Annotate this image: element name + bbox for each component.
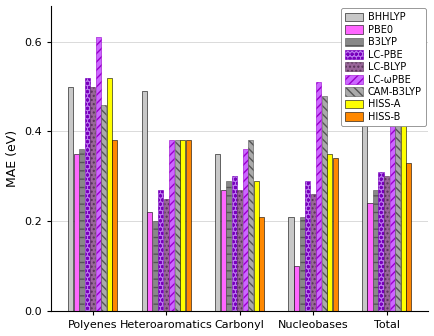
Bar: [332, 159, 338, 311]
Bar: [90, 86, 95, 311]
Bar: [112, 140, 117, 311]
Bar: [73, 154, 79, 311]
Bar: [107, 78, 112, 311]
Bar: [401, 118, 406, 311]
Bar: [169, 140, 174, 311]
Bar: [68, 86, 73, 311]
Bar: [147, 212, 152, 311]
Bar: [310, 195, 316, 311]
Bar: [158, 190, 163, 311]
Bar: [305, 181, 310, 311]
Bar: [226, 181, 231, 311]
Bar: [164, 199, 169, 311]
Bar: [327, 154, 332, 311]
Bar: [248, 140, 253, 311]
Bar: [231, 176, 237, 311]
Bar: [180, 140, 185, 311]
Bar: [243, 150, 248, 311]
Bar: [101, 104, 106, 311]
Bar: [390, 104, 395, 311]
Bar: [395, 118, 400, 311]
Bar: [299, 217, 305, 311]
Bar: [186, 140, 191, 311]
Bar: [215, 154, 220, 311]
Bar: [79, 150, 84, 311]
Bar: [220, 190, 226, 311]
Bar: [289, 217, 294, 311]
Bar: [406, 163, 411, 311]
Bar: [294, 266, 299, 311]
Bar: [141, 91, 147, 311]
Bar: [253, 181, 259, 311]
Bar: [85, 78, 90, 311]
Bar: [378, 172, 384, 311]
Bar: [152, 221, 158, 311]
Bar: [259, 217, 264, 311]
Bar: [368, 204, 373, 311]
Bar: [384, 176, 389, 311]
Bar: [237, 190, 242, 311]
Y-axis label: MAE (eV): MAE (eV): [6, 130, 19, 187]
Bar: [373, 190, 378, 311]
Bar: [322, 95, 327, 311]
Bar: [362, 91, 367, 311]
Bar: [316, 82, 321, 311]
Bar: [174, 140, 180, 311]
Bar: [95, 37, 101, 311]
Legend: BHHLYP, PBE0, B3LYP, LC-PBE, LC-BLYP, LC-ωPBE, CAM-B3LYP, HISS-A, HISS-B: BHHLYP, PBE0, B3LYP, LC-PBE, LC-BLYP, LC…: [342, 8, 425, 126]
